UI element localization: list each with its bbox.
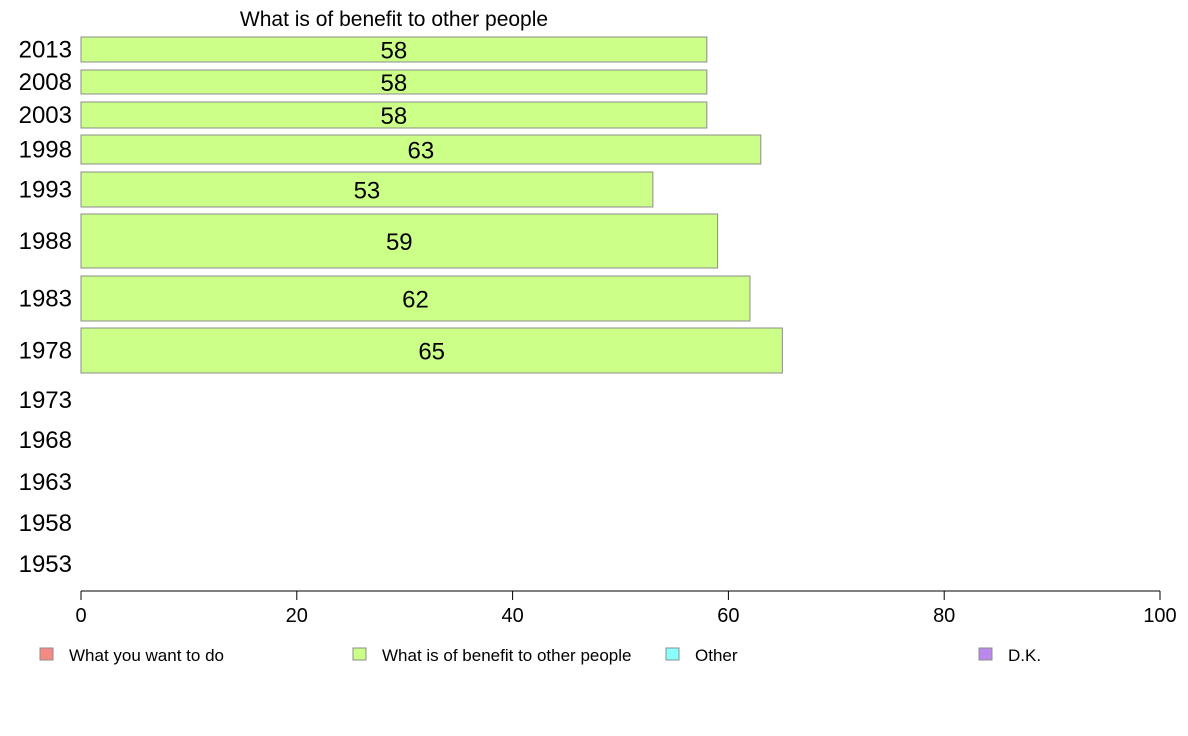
y-tick-label: 1968 [19, 427, 72, 454]
y-tick-label: 1988 [19, 228, 72, 255]
x-tick-label: 80 [933, 605, 955, 627]
bar [80, 275, 751, 322]
bar [80, 101, 708, 129]
bar-value-label: 58 [381, 103, 408, 130]
y-tick-label: 1958 [19, 510, 72, 537]
bar [80, 36, 708, 63]
x-axis: 0 20 40 60 80 100 [75, 590, 1177, 627]
bar [80, 213, 719, 269]
y-tick-label: 2013 [19, 37, 72, 64]
y-tick-label: 2008 [19, 69, 72, 96]
x-tick-label: 100 [1143, 605, 1176, 627]
legend-swatch [352, 647, 367, 661]
y-tick-label: 1973 [19, 387, 72, 414]
legend-swatch [39, 647, 54, 661]
y-tick-label: 1953 [19, 551, 72, 578]
legend-swatch [978, 647, 993, 661]
y-tick-label: 1978 [19, 338, 72, 365]
bar-value-label: 63 [408, 138, 435, 165]
bar-value-label: 59 [386, 229, 413, 256]
legend-label: D.K. [1008, 646, 1041, 665]
y-axis-labels: 2013 2008 2003 1998 1993 1988 1983 1978 1973 1968… [19, 37, 72, 579]
y-tick-label: 1983 [19, 286, 72, 313]
x-tick-label: 60 [717, 605, 739, 627]
chart-title: What is of benefit to other people [240, 8, 548, 31]
legend-label: What is of benefit to other people [382, 646, 632, 665]
x-tick-label: 0 [75, 605, 86, 627]
bar [80, 134, 762, 165]
bar [80, 69, 708, 95]
y-tick-label: 1993 [19, 177, 72, 204]
y-tick-label: 2003 [19, 102, 72, 129]
x-tick-label: 40 [501, 605, 523, 627]
y-tick-label: 1963 [19, 469, 72, 496]
x-tick-label: 20 [286, 605, 308, 627]
bar [80, 171, 654, 208]
bar-value-label: 58 [381, 70, 408, 97]
bar-value-label: 53 [354, 178, 381, 205]
bar-value-label: 65 [418, 339, 445, 366]
y-tick-label: 1998 [19, 137, 72, 164]
legend-swatch [665, 647, 680, 661]
bar-value-label: 58 [381, 38, 408, 65]
legend-label: What you want to do [69, 646, 224, 665]
legend: What you want to do What is of benefit to… [39, 646, 1041, 665]
legend-label: Other [695, 646, 738, 665]
bar [80, 327, 783, 374]
bar-value-label: 62 [402, 287, 429, 314]
